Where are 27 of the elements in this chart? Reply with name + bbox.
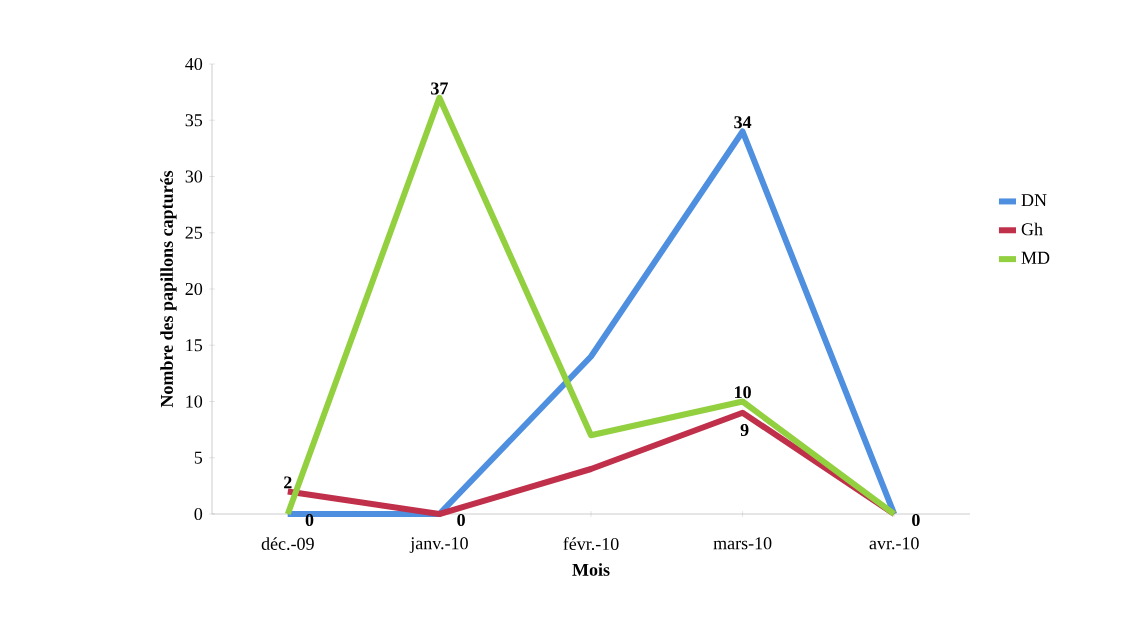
x-tick-label: déc.-09	[261, 537, 314, 550]
y-tick-label: 20	[185, 282, 203, 296]
y-tick-label: 0	[194, 507, 203, 521]
data-label: 9	[740, 423, 749, 437]
x-tick-label: janv.-10	[409, 537, 468, 553]
x-tick-label: mars-10	[713, 537, 772, 550]
legend-label: DN	[1021, 194, 1047, 207]
y-axis-title: Nombre des papillons capturés	[160, 170, 177, 408]
y-tick-label: 40	[185, 57, 203, 71]
x-tick-label: avr.-10	[869, 537, 919, 550]
y-tick-label: 30	[185, 170, 203, 183]
data-label: 34	[734, 116, 752, 129]
data-label: 37	[431, 82, 448, 95]
y-tick-label: 15	[186, 339, 203, 352]
y-tick-label: 25	[185, 226, 203, 239]
data-label: 0	[305, 513, 314, 527]
y-tick-label: 5	[194, 451, 203, 464]
x-tick-label: févr.-10	[563, 537, 619, 551]
legend-label: MD	[1021, 251, 1050, 264]
x-axis-title: Mois	[572, 563, 610, 576]
y-tick-label: 35	[185, 114, 203, 127]
y-tick-label: 10	[186, 395, 203, 408]
data-label: 0	[457, 513, 465, 527]
data-label: 2	[284, 476, 292, 489]
legend-label: Gh	[1021, 222, 1043, 236]
data-label: 10	[735, 386, 751, 399]
data-label: 0	[912, 513, 920, 527]
